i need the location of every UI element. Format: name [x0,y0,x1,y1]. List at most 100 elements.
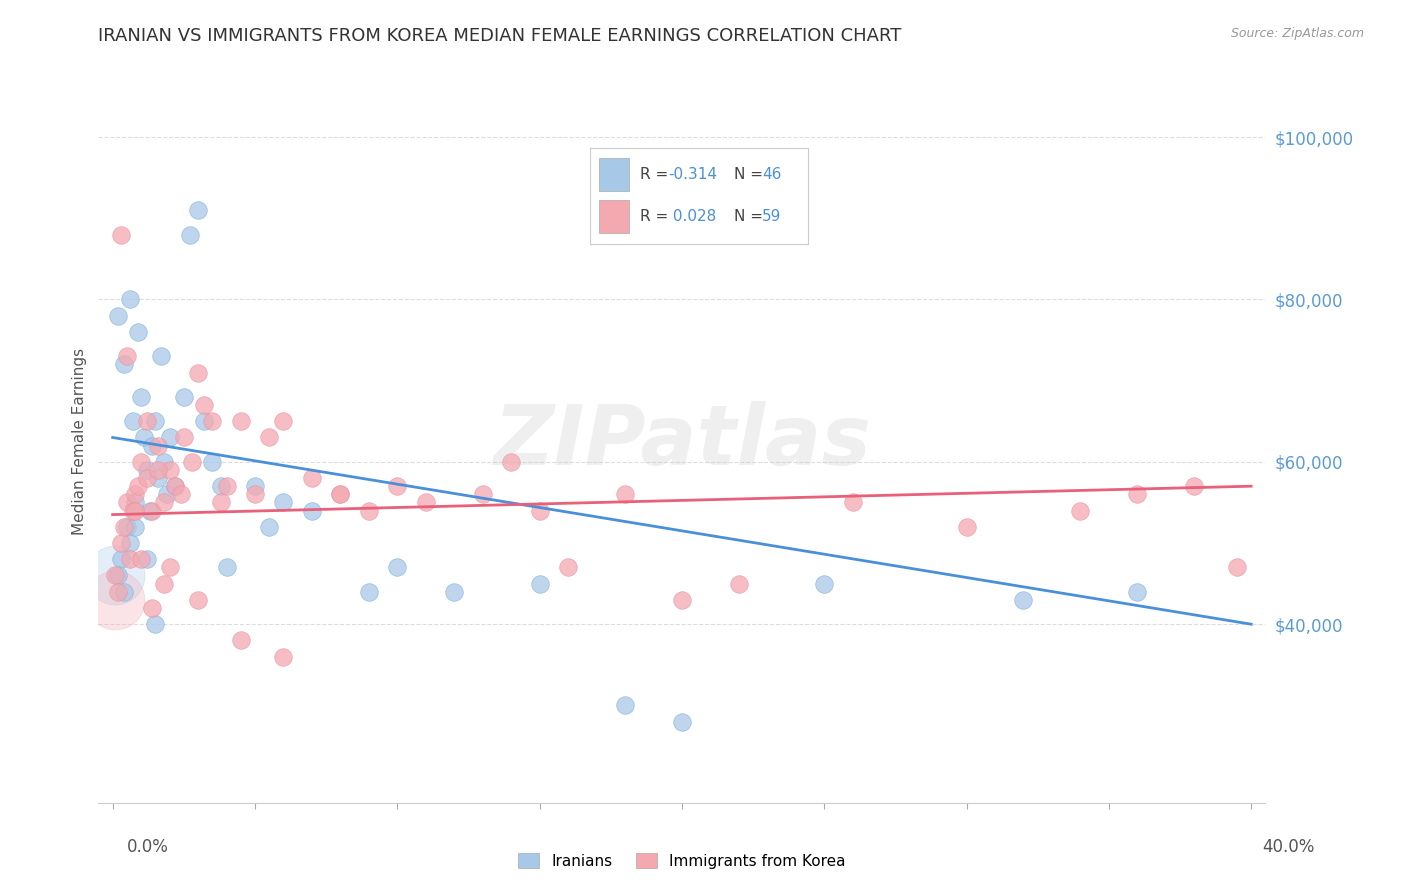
Text: R =: R = [640,167,673,182]
Point [170,487,193,501]
Point [143,617,166,632]
Point [138,503,160,517]
Point [471,487,494,501]
Text: -0.314: -0.314 [668,167,717,182]
Bar [599,158,628,191]
Text: 0.028: 0.028 [668,209,717,224]
Point [209,495,232,509]
Point [156,487,179,501]
Point [115,495,138,509]
Y-axis label: Median Female Earnings: Median Female Earnings [72,348,87,535]
Text: 46: 46 [762,167,782,182]
Point [301,503,323,517]
Point [229,414,252,428]
Point [614,487,637,501]
Point [357,584,380,599]
Legend: Iranians, Immigrants from Korea: Iranians, Immigrants from Korea [512,847,852,875]
Text: IRANIAN VS IMMIGRANTS FROM KOREA MEDIAN FEMALE EARNINGS CORRELATION CHART: IRANIAN VS IMMIGRANTS FROM KOREA MEDIAN … [98,27,901,45]
Point [257,430,280,444]
Point [124,503,146,517]
Point [112,520,135,534]
Point [1226,560,1249,574]
Point [165,479,187,493]
Point [115,349,138,363]
Point [153,495,176,509]
Point [229,633,252,648]
Point [329,487,352,501]
Point [150,349,173,363]
Point [243,487,266,501]
Point [357,503,380,517]
Point [273,649,295,664]
Point [127,479,149,493]
Point [1126,487,1149,501]
Point [727,576,749,591]
Point [187,592,209,607]
Point [193,414,215,428]
Point [104,568,127,582]
Point [110,227,132,242]
Point [148,463,170,477]
Point [159,560,181,574]
Point [671,714,693,729]
Point [173,390,195,404]
Point [107,568,129,582]
Point [118,552,141,566]
Point [387,479,409,493]
Point [141,439,163,453]
Point [121,414,143,428]
Point [132,430,155,444]
Point [107,584,129,599]
Point [173,430,195,444]
Point [209,479,232,493]
Point [104,568,127,582]
Text: 0.0%: 0.0% [127,838,169,855]
Text: ZIPatlas: ZIPatlas [494,401,870,482]
Point [671,592,693,607]
Point [501,455,523,469]
Point [110,536,132,550]
Text: R =: R = [640,209,673,224]
Point [387,560,409,574]
Point [1126,584,1149,599]
Point [159,430,181,444]
Point [614,698,637,713]
Point [557,560,579,574]
Point [127,325,149,339]
Point [143,414,166,428]
Point [107,309,129,323]
Point [1012,592,1035,607]
Point [112,584,135,599]
Point [135,414,157,428]
Point [201,414,224,428]
Point [529,503,551,517]
Point [129,552,152,566]
Point [1182,479,1205,493]
Point [135,463,157,477]
Point [135,471,157,485]
Text: 40.0%: 40.0% [1263,838,1315,855]
Point [115,520,138,534]
Point [301,471,323,485]
Point [273,495,295,509]
Bar [599,200,628,233]
Point [129,455,152,469]
Point [153,455,176,469]
Point [443,584,465,599]
Point [257,520,280,534]
Point [415,495,437,509]
Point [124,495,146,509]
Point [181,455,204,469]
Point [329,487,352,501]
Point [121,503,143,517]
Point [124,520,146,534]
Text: N =: N = [734,167,768,182]
Point [118,536,141,550]
Point [110,552,132,566]
Text: 59: 59 [762,209,782,224]
Point [841,495,863,509]
Point [141,601,163,615]
Point [187,203,209,218]
Point [215,479,238,493]
Point [124,487,146,501]
